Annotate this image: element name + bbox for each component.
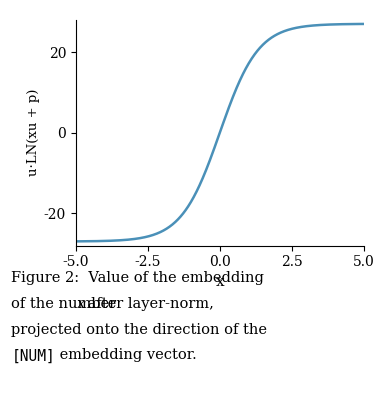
Text: of the number: of the number <box>11 297 121 311</box>
Text: embedding vector.: embedding vector. <box>55 348 197 362</box>
Text: projected onto the direction of the: projected onto the direction of the <box>11 323 267 337</box>
Text: [NUM]: [NUM] <box>11 348 55 364</box>
Text: x: x <box>77 297 85 311</box>
Text: after layer-norm,: after layer-norm, <box>83 297 214 311</box>
X-axis label: x: x <box>216 275 224 289</box>
Y-axis label: u·LN(xu + p): u·LN(xu + p) <box>27 89 40 176</box>
Text: Figure 2:  Value of the embedding: Figure 2: Value of the embedding <box>11 271 264 285</box>
